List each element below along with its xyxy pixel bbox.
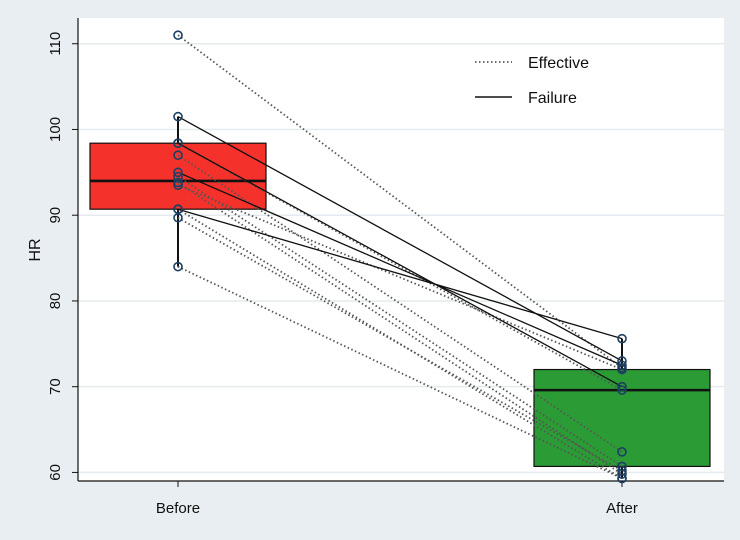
effective-point-before-1 xyxy=(173,150,183,160)
failure-point-after-2 xyxy=(617,360,627,371)
x-tick-label-before: Before xyxy=(156,500,200,517)
failure-point-before-1 xyxy=(173,138,183,148)
failure-line-3 xyxy=(177,208,623,340)
effective-point-after-1 xyxy=(617,447,627,457)
effective-line-4 xyxy=(177,184,623,371)
failure-point-after-3 xyxy=(617,333,627,344)
effective-point-after-3 xyxy=(617,469,627,479)
failure-point-after-0 xyxy=(617,356,627,366)
grid-lines xyxy=(78,42,724,474)
y-tick-label-100: 100 xyxy=(47,117,64,142)
effective-point-before-7 xyxy=(173,261,183,272)
effective-line-0 xyxy=(177,34,623,369)
y-tick-label-110: 110 xyxy=(47,32,64,56)
failure-point-before-0 xyxy=(173,111,183,122)
failure-line-1 xyxy=(177,142,623,388)
effective-point-before-4 xyxy=(173,180,183,190)
legend: Effective Failure xyxy=(475,55,589,107)
axes: 60 70 80 90 100 110 Before After xyxy=(47,18,724,517)
legend-effective-label: Effective xyxy=(528,55,589,72)
y-tick-label-60: 60 xyxy=(47,464,64,481)
legend-failure-label: Failure xyxy=(528,90,577,107)
failure-point-after-1 xyxy=(617,381,627,392)
y-axis-title: HR xyxy=(27,238,44,261)
effective-point-before-0 xyxy=(173,30,183,40)
paired-lines xyxy=(177,34,623,480)
failure-line-0 xyxy=(177,116,623,362)
effective-line-6 xyxy=(177,216,623,472)
failure-line-2 xyxy=(177,171,623,366)
effective-line-2 xyxy=(177,175,623,468)
y-tick-label-80: 80 xyxy=(47,293,64,310)
failure-point-before-2 xyxy=(173,167,183,178)
y-tick-label-70: 70 xyxy=(47,378,64,395)
effective-point-after-8 xyxy=(617,385,627,395)
x-tick-label-after: After xyxy=(606,500,638,517)
effective-point-after-7 xyxy=(617,473,627,484)
failure-point-before-3 xyxy=(173,204,183,215)
effective-line-5 xyxy=(177,208,623,480)
y-tick-label-90: 90 xyxy=(47,207,64,224)
data-points xyxy=(173,30,627,484)
after-box xyxy=(533,368,711,468)
